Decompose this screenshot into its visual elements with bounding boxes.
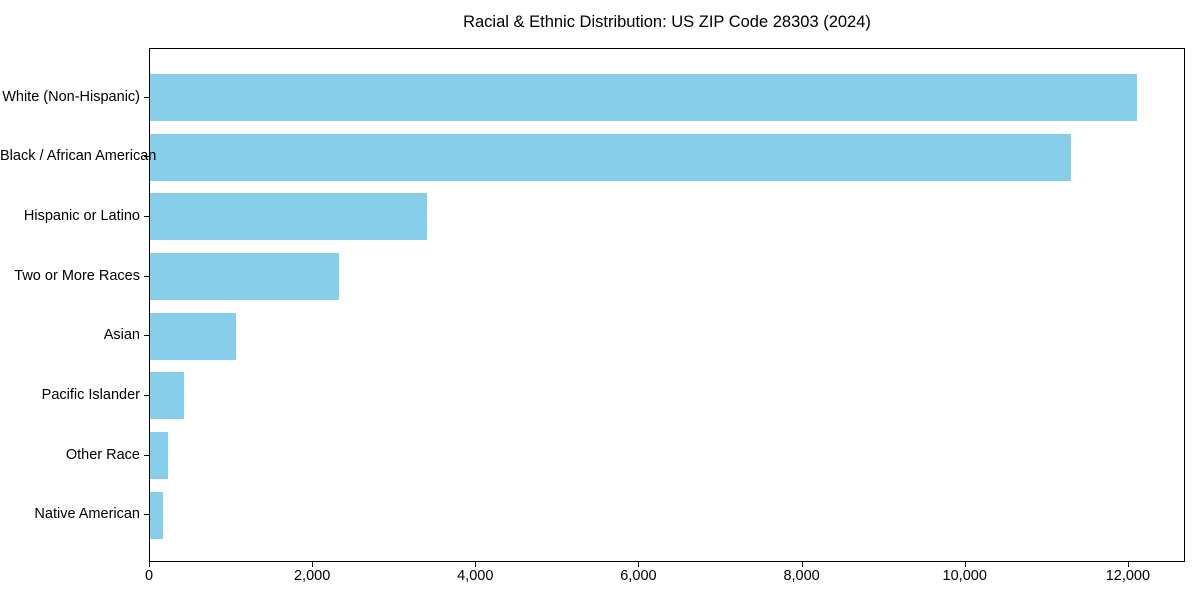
y-tick-mark [144,215,149,217]
plot-area [149,48,1185,562]
chart-title: Racial & Ethnic Distribution: US ZIP Cod… [463,13,871,31]
x-tick-mark [801,562,803,567]
y-tick-label-other-race: Other Race [65,446,140,463]
bar-pacific-islander [150,372,185,420]
x-tick-mark [149,562,150,567]
bar-asian [150,312,237,360]
x-tick-label-12000: 12,000 [1105,568,1151,584]
y-tick-mark [144,454,149,456]
bar-other-race [150,432,168,480]
x-tick-mark [964,562,966,567]
bar-hispanic-or-latino [150,193,427,241]
y-tick-label-white-non-hispanic: White (Non-Hispanic) [2,88,140,105]
bar-white-non-hispanic [150,74,1138,121]
x-tick-mark [1127,562,1129,567]
y-tick-label-two-or-more-races: Two or More Races [14,267,140,284]
x-tick-mark [475,562,477,567]
y-tick-label-hispanic-or-latino: Hispanic or Latino [23,207,140,224]
y-tick-mark [144,96,149,98]
bar-native-american [150,491,164,539]
x-tick-label-0: 0 [144,568,154,584]
bar-two-or-more-races [150,253,340,300]
y-tick-label-asian: Asian [103,327,140,344]
y-tick-mark [144,275,149,277]
bar-black-african-american [150,133,1071,181]
y-tick-label-black-african-american: Black / African American [0,148,157,165]
x-tick-mark [638,562,640,567]
y-tick-label-pacific-islander: Pacific Islander [41,386,140,403]
y-tick-mark [144,514,149,516]
y-tick-mark [144,394,149,396]
x-tick-label-8000: 8,000 [783,568,820,584]
x-tick-label-10000: 10,000 [942,568,987,584]
y-tick-label-native-american: Native American [34,506,140,523]
x-tick-label-6000: 6,000 [620,568,657,584]
y-tick-mark [144,335,149,337]
x-tick-mark [312,562,314,567]
x-tick-label-4000: 4,000 [457,568,494,584]
x-tick-label-2000: 2,000 [293,568,331,584]
y-tick-mark [144,156,149,158]
